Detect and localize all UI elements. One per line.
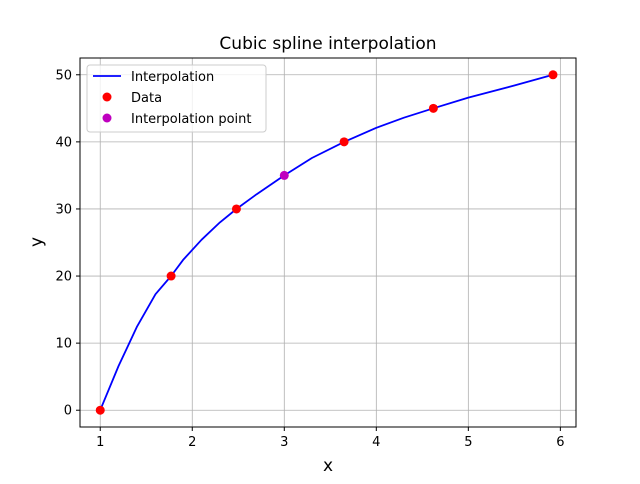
x-tick-label: 6 [556, 435, 564, 450]
y-tick-label: 40 [55, 135, 72, 150]
y-tick-label: 10 [55, 337, 72, 352]
point-data [339, 137, 349, 147]
point-data [428, 103, 438, 113]
point-data [231, 204, 241, 214]
legend: Interpolation Data Interpolation point [86, 64, 267, 133]
y-tick-label: 50 [55, 68, 72, 83]
x-axis-ticks: 1 2 3 4 5 6 [96, 427, 564, 450]
legend-interpolation-point-marker [102, 113, 112, 123]
x-tick-label: 1 [96, 435, 104, 450]
x-axis-label: x [323, 456, 333, 476]
axes-frame [79, 57, 577, 428]
chart-title: Cubic spline interpolation [219, 34, 436, 54]
point-data [548, 70, 558, 80]
y-tick-label: 30 [55, 202, 72, 217]
point-data [166, 271, 176, 281]
legend-data-label: Data [131, 91, 162, 106]
x-tick-label: 2 [188, 435, 196, 450]
y-tick-label: 20 [55, 270, 72, 285]
point-data [95, 405, 105, 415]
legend-frame [86, 64, 267, 133]
y-axis-ticks: 0 10 20 30 40 50 [55, 68, 80, 419]
x-tick-label: 4 [372, 435, 380, 450]
grid [80, 58, 576, 427]
legend-data-marker [102, 92, 112, 102]
y-axis-label: y [27, 237, 47, 247]
x-tick-label: 5 [464, 435, 472, 450]
plot-area [95, 70, 558, 415]
point-interpolation-point [279, 170, 289, 180]
legend-interpolation-point-label: Interpolation point [131, 112, 252, 127]
y-tick-label: 0 [64, 404, 72, 419]
x-tick-label: 3 [280, 435, 288, 450]
legend-interpolation-label: Interpolation [131, 70, 214, 85]
